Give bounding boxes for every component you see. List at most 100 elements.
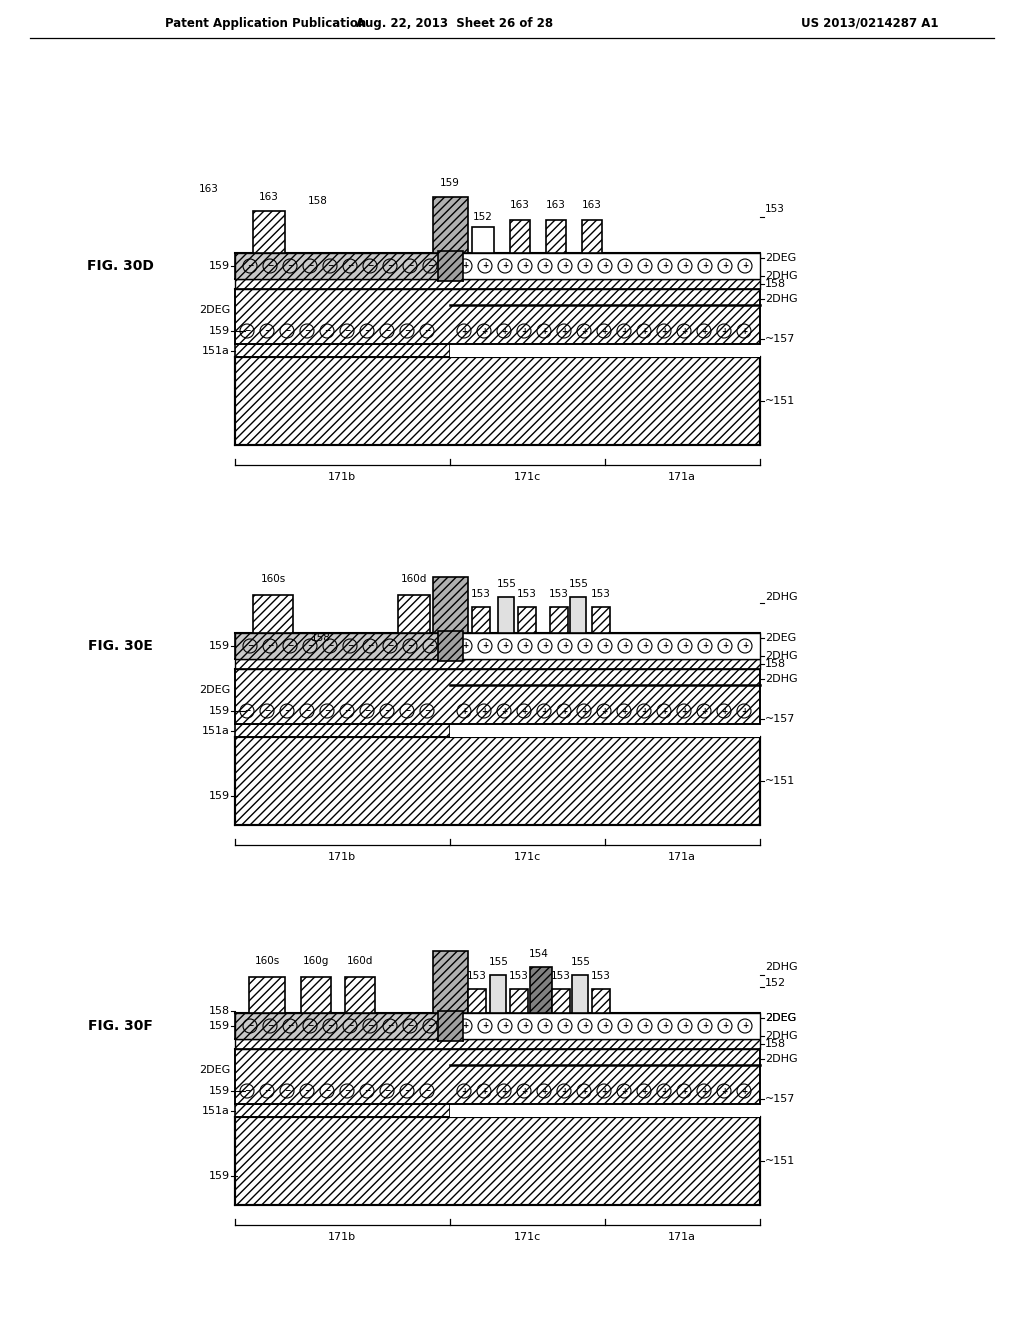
Text: −: − xyxy=(244,706,250,715)
Text: 158: 158 xyxy=(311,634,331,643)
Text: +: + xyxy=(681,326,687,335)
Text: +: + xyxy=(561,1086,567,1096)
Text: −: − xyxy=(344,706,350,715)
Text: 163: 163 xyxy=(582,201,602,210)
Text: +: + xyxy=(521,706,527,715)
Text: 171b: 171b xyxy=(328,851,356,862)
Text: +: + xyxy=(701,1022,709,1031)
Bar xyxy=(234,1039,760,1049)
Bar xyxy=(234,634,450,659)
Text: −: − xyxy=(267,642,273,651)
Text: +: + xyxy=(461,706,467,715)
Text: +: + xyxy=(482,642,488,651)
Text: −: − xyxy=(324,706,330,715)
Text: ~157: ~157 xyxy=(765,334,796,345)
Text: +: + xyxy=(522,642,528,651)
Bar xyxy=(472,227,494,253)
Text: 160g: 160g xyxy=(303,956,329,966)
Text: −: − xyxy=(284,1086,290,1096)
Text: 153: 153 xyxy=(765,205,784,214)
Text: 158: 158 xyxy=(209,1006,230,1016)
Bar xyxy=(450,723,760,737)
Text: +: + xyxy=(682,642,688,651)
Bar xyxy=(234,723,450,737)
Text: 153: 153 xyxy=(509,972,529,981)
Text: −: − xyxy=(267,1022,273,1031)
Bar xyxy=(234,1117,760,1205)
Bar xyxy=(498,597,514,634)
Text: 2DHG: 2DHG xyxy=(765,1031,798,1041)
Text: −: − xyxy=(427,1022,433,1031)
Text: 159: 159 xyxy=(209,1171,230,1181)
Text: +: + xyxy=(682,1022,688,1031)
Text: −: − xyxy=(364,706,371,715)
Text: ~151: ~151 xyxy=(765,1156,796,1166)
Text: 160s: 160s xyxy=(260,574,286,583)
Text: +: + xyxy=(462,642,468,651)
Text: 171c: 171c xyxy=(513,851,541,862)
Text: −: − xyxy=(344,1086,350,1096)
Text: −: − xyxy=(364,1086,371,1096)
Text: −: − xyxy=(324,1086,330,1096)
Text: +: + xyxy=(581,706,587,715)
Text: +: + xyxy=(662,261,668,271)
Text: 151a: 151a xyxy=(202,1106,230,1115)
Text: +: + xyxy=(542,261,548,271)
Text: 154: 154 xyxy=(529,949,549,960)
Text: +: + xyxy=(542,1022,548,1031)
Text: +: + xyxy=(660,326,667,335)
Text: +: + xyxy=(502,261,508,271)
Text: +: + xyxy=(641,1086,647,1096)
Bar xyxy=(438,1011,463,1041)
Text: −: − xyxy=(384,706,390,715)
Text: 159: 159 xyxy=(209,1086,230,1096)
Text: −: − xyxy=(407,261,414,271)
Bar xyxy=(472,607,490,634)
Bar xyxy=(572,975,588,1012)
Bar xyxy=(438,631,463,661)
Text: −: − xyxy=(244,326,250,335)
Bar xyxy=(234,1012,450,1039)
Text: 158: 158 xyxy=(765,279,786,289)
Text: 2DEG: 2DEG xyxy=(199,305,230,315)
Text: +: + xyxy=(701,642,709,651)
Text: −: − xyxy=(304,326,310,335)
Text: −: − xyxy=(384,1086,390,1096)
Text: +: + xyxy=(721,326,727,335)
Text: +: + xyxy=(561,326,567,335)
Text: 2DHG: 2DHG xyxy=(765,651,798,661)
Text: −: − xyxy=(424,326,430,335)
Text: −: − xyxy=(264,706,270,715)
Text: 153: 153 xyxy=(471,589,490,599)
Text: −: − xyxy=(403,326,411,335)
Text: −: − xyxy=(307,261,313,271)
Text: 163: 163 xyxy=(259,191,279,202)
Text: Aug. 22, 2013  Sheet 26 of 28: Aug. 22, 2013 Sheet 26 of 28 xyxy=(356,16,554,29)
Text: FIG. 30E: FIG. 30E xyxy=(88,639,153,653)
Bar xyxy=(550,607,568,634)
Bar xyxy=(546,220,566,253)
Text: +: + xyxy=(601,326,607,335)
Text: +: + xyxy=(462,1022,468,1031)
Text: −: − xyxy=(307,1022,313,1031)
Bar xyxy=(433,950,468,1012)
Bar xyxy=(234,669,760,723)
Text: +: + xyxy=(501,706,507,715)
Text: ~151: ~151 xyxy=(765,776,796,785)
Text: −: − xyxy=(384,326,390,335)
Text: +: + xyxy=(542,642,548,651)
Text: 153: 153 xyxy=(517,589,537,599)
Bar xyxy=(592,989,610,1012)
Text: +: + xyxy=(622,642,628,651)
Text: +: + xyxy=(700,1086,708,1096)
Text: 2DHG: 2DHG xyxy=(765,271,798,281)
Text: −: − xyxy=(324,326,330,335)
Text: 159: 159 xyxy=(209,706,230,715)
Bar xyxy=(510,220,530,253)
Text: 2DHG: 2DHG xyxy=(765,591,798,602)
Text: 2DEG: 2DEG xyxy=(765,1012,797,1023)
Bar xyxy=(301,977,331,1012)
Text: +: + xyxy=(582,1022,588,1031)
Text: −: − xyxy=(387,1022,393,1031)
Text: 153: 153 xyxy=(591,972,611,981)
